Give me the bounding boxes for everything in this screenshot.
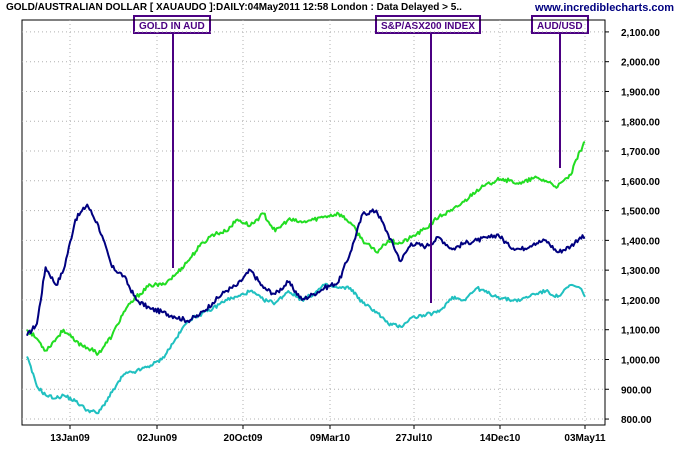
y-tick-label: 2,100.00	[621, 28, 660, 39]
x-tick-label: 13Jan09	[50, 433, 90, 444]
source-credit[interactable]: www.incrediblecharts.com	[535, 2, 674, 14]
x-tick-label: 02Jun09	[137, 433, 177, 444]
series-line-gold-in-aud	[26, 203, 586, 337]
y-tick-label: 1,000.00	[621, 355, 660, 366]
y-tick-label: 1,600.00	[621, 177, 660, 188]
plot-area	[21, 19, 606, 426]
y-tick-label: 1,500.00	[621, 207, 660, 218]
series-line-aud-usd	[26, 282, 586, 415]
x-tick-label: 20Oct09	[224, 433, 263, 444]
x-tick-label: 09Mar10	[310, 433, 350, 444]
y-tick-label: 1,300.00	[621, 266, 660, 277]
y-tick-label: 1,400.00	[621, 236, 660, 247]
y-tick-label: 1,200.00	[621, 296, 660, 307]
y-tick-label: 1,800.00	[621, 117, 660, 128]
x-tick-label: 27Jul10	[396, 433, 433, 444]
series-line-sp-asx200	[26, 141, 586, 356]
y-tick-label: 2,000.00	[621, 58, 660, 69]
y-tick-label: 1,100.00	[621, 326, 660, 337]
chart-title: GOLD/AUSTRALIAN DOLLAR [ XAUAUDO ]:DAILY…	[6, 2, 462, 13]
x-tick-label: 03May11	[564, 433, 606, 444]
y-tick-label: 1,700.00	[621, 147, 660, 158]
y-tick-label: 800.00	[621, 415, 652, 426]
y-tick-label: 1,900.00	[621, 87, 660, 98]
x-tick-label: 14Dec10	[480, 433, 521, 444]
y-tick-label: 900.00	[621, 385, 652, 396]
